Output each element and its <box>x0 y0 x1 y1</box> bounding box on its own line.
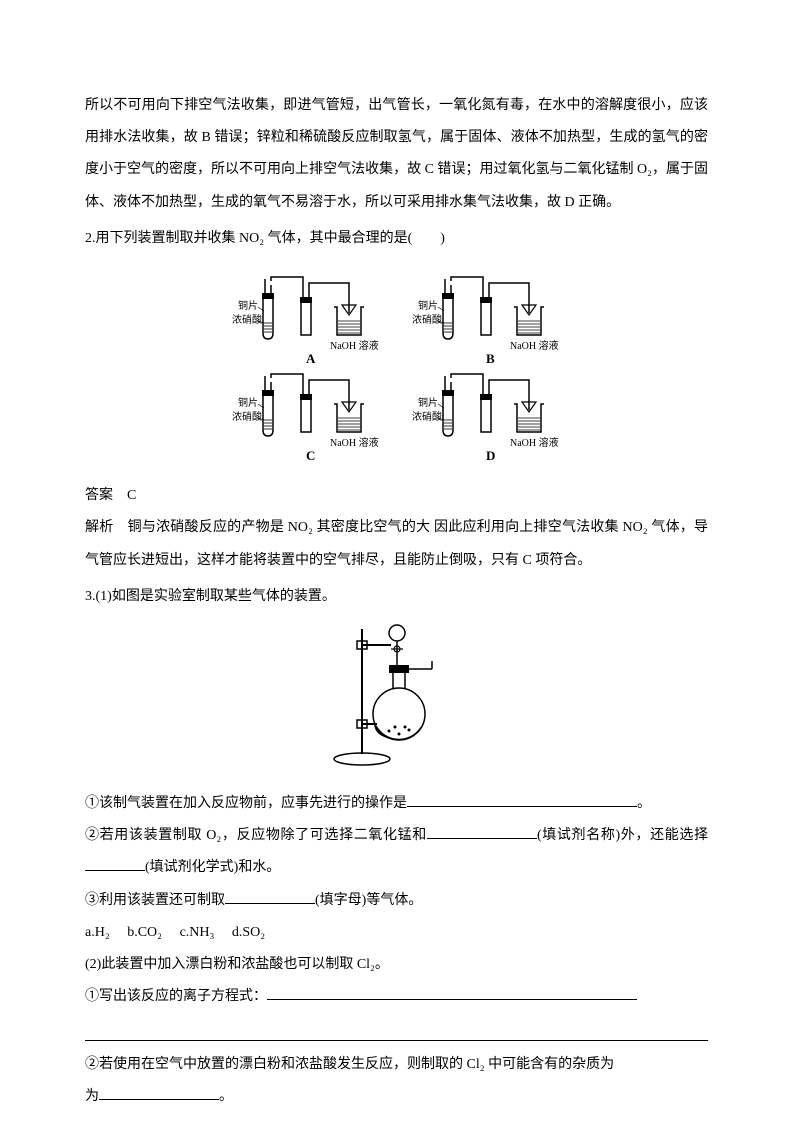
q2-explanation: 解析 铜与浓硝酸反应的产物是 NO₂ 其密度比空气的大 因此应利用向上排空气法收… <box>85 512 708 576</box>
q2-answer-line: 答案 C <box>85 480 708 512</box>
answer-value: C <box>127 488 136 503</box>
explanation-paragraph: 所以不可用向下排空气法收集，即进气管短，出气管长，一氧化氮有毒，在水中的溶解度很… <box>85 90 708 219</box>
q3-part2: (2)此装置中加入漂白粉和浓盐酸也可以制取 Cl₂。 <box>85 949 708 981</box>
q3-sub2: ②若用该装置制取 O₂，反应物除了可选择二氧化锰和(填试剂名称)外，还能选择(填… <box>85 820 708 884</box>
q3-p2-sub2: ②若使用在空气中放置的漂白粉和浓盐酸发生反应，则制取的 Cl₂ 中可能含有的杂质… <box>85 1049 708 1081</box>
figure-q3 <box>85 619 708 782</box>
blank-impurity[interactable] <box>99 1083 219 1100</box>
answer-label: 答案 <box>85 488 113 503</box>
blank-2b[interactable] <box>85 855 145 872</box>
explain-text: 铜与浓硝酸反应的产物是 NO₂ 其密度比空气的大 因此应利用向上排空气法收集 N… <box>85 520 708 567</box>
q3-p2-sub2-blank: 为。 <box>85 1081 708 1113</box>
question-2: 2.用下列装置制取并收集 NO₂ 气体，其中最合理的是( ) <box>85 223 708 255</box>
svg-text:A: A <box>306 351 316 366</box>
q3-p2-sub1: ①写出该反应的离子方程式： <box>85 981 708 1013</box>
explain-label: 解析 <box>85 520 113 535</box>
svg-text:D: D <box>486 448 495 461</box>
q3-options: a.H₂ b.CO₂ c.NH₃ d.SO₂ <box>85 917 708 949</box>
svg-text:B: B <box>486 351 495 366</box>
option-a: a.H₂ <box>85 925 110 940</box>
blank-1[interactable] <box>407 790 637 807</box>
blank-ion-eq-1[interactable] <box>267 983 637 1000</box>
q3-sub1: ①该制气装置在加入反应物前，应事先进行的操作是。 <box>85 788 708 820</box>
q3-sub3: ③利用该装置还可制取(填字母)等气体。 <box>85 885 708 917</box>
blank-ion-eq-2[interactable] <box>85 1021 708 1041</box>
option-c: c.NH₃ <box>180 925 215 940</box>
figure-q2: 铜片 浓硝酸 NaOH 溶液 A B C D <box>85 261 708 474</box>
blank-2a[interactable] <box>427 822 537 839</box>
option-b: b.CO₂ <box>127 925 162 940</box>
svg-text:C: C <box>306 448 315 461</box>
blank-3[interactable] <box>225 887 315 904</box>
option-d: d.SO₂ <box>232 925 265 940</box>
question-3-intro: 3.(1)如图是实验室制取某些气体的装置。 <box>85 581 708 613</box>
